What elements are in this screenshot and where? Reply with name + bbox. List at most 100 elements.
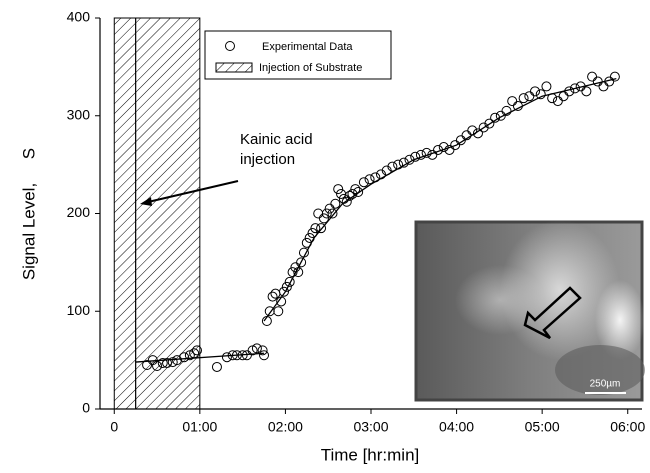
plot-area: 0 100 200 300 400 0 01:00 02:00 03:00 04:00 05:00 0… bbox=[67, 9, 646, 435]
data-point bbox=[267, 291, 278, 302]
data-point bbox=[438, 142, 449, 153]
data-point bbox=[404, 154, 415, 165]
data-point bbox=[264, 306, 275, 317]
y-tick-label: 300 bbox=[67, 106, 91, 122]
data-point bbox=[179, 352, 190, 363]
data-point bbox=[450, 140, 461, 151]
inset-image: 250µm bbox=[414, 220, 645, 402]
data-point bbox=[259, 350, 270, 361]
data-point bbox=[241, 350, 252, 361]
shaded-region bbox=[113, 17, 137, 410]
data-point bbox=[310, 223, 321, 234]
data-point bbox=[398, 157, 409, 168]
y-tick-label: 400 bbox=[67, 9, 91, 25]
data-point bbox=[318, 213, 329, 224]
data-point bbox=[172, 355, 183, 366]
data-point bbox=[327, 208, 338, 219]
data-point bbox=[347, 188, 358, 199]
x-axis-label: Time [hr:min] bbox=[321, 445, 420, 464]
data-point bbox=[507, 96, 518, 107]
data-point bbox=[338, 193, 349, 204]
data-point bbox=[427, 149, 438, 160]
data-point bbox=[290, 262, 301, 273]
x-tick-label: 06:00 bbox=[610, 419, 645, 435]
data-point bbox=[191, 345, 202, 356]
legend: Experimental Data Injection of Substrate bbox=[204, 30, 392, 80]
data-point bbox=[444, 144, 455, 155]
data-point bbox=[221, 352, 232, 363]
data-point bbox=[472, 128, 483, 139]
data-point bbox=[370, 172, 381, 183]
data-point bbox=[278, 286, 289, 297]
data-point bbox=[257, 345, 268, 356]
data-point bbox=[281, 281, 292, 292]
data-point bbox=[547, 93, 558, 104]
data-point bbox=[358, 177, 369, 188]
y-tick-label: 0 bbox=[82, 400, 90, 416]
data-point bbox=[162, 358, 173, 369]
data-point bbox=[284, 276, 295, 287]
data-point bbox=[387, 161, 398, 172]
data-point bbox=[501, 105, 512, 116]
data-point bbox=[231, 350, 242, 361]
data-point bbox=[558, 91, 569, 102]
data-point bbox=[296, 257, 307, 268]
data-point bbox=[484, 118, 495, 129]
data-point bbox=[530, 86, 541, 97]
inset-scale-label: 250µm bbox=[590, 379, 621, 390]
data-point bbox=[490, 112, 501, 123]
data-point bbox=[524, 91, 535, 102]
x-tick-label: 01:00 bbox=[182, 419, 217, 435]
data-point bbox=[598, 81, 609, 92]
data-point bbox=[592, 76, 603, 87]
y-tick-label: 100 bbox=[67, 302, 91, 318]
data-point bbox=[461, 130, 472, 141]
data-point bbox=[293, 267, 304, 278]
data-point bbox=[287, 267, 298, 278]
legend-marker bbox=[225, 41, 235, 51]
data-point bbox=[307, 228, 318, 239]
data-point bbox=[609, 71, 620, 82]
y-axis-label: Signal Level, S bbox=[19, 148, 38, 280]
data-point bbox=[316, 223, 327, 234]
data-point bbox=[518, 93, 529, 104]
data-point bbox=[273, 306, 284, 317]
data-point bbox=[227, 350, 238, 361]
data-point bbox=[364, 174, 375, 185]
data-point bbox=[415, 149, 426, 160]
data-point bbox=[410, 151, 421, 162]
data-point bbox=[587, 71, 598, 82]
shaded-region bbox=[135, 17, 201, 410]
annotation-text: injection bbox=[240, 151, 295, 168]
data-point bbox=[313, 208, 324, 219]
data-point bbox=[237, 350, 248, 361]
data-point bbox=[330, 198, 341, 209]
data-point bbox=[321, 208, 332, 219]
data-point bbox=[512, 100, 523, 111]
data-point bbox=[541, 81, 552, 92]
data-point bbox=[604, 76, 615, 87]
x-tick-label: 04:00 bbox=[439, 419, 474, 435]
data-point bbox=[350, 184, 361, 195]
data-point bbox=[467, 125, 478, 136]
legend-swatch bbox=[215, 62, 253, 73]
x-tick-label: 05:00 bbox=[525, 419, 560, 435]
data-point bbox=[304, 232, 315, 243]
data-point bbox=[421, 147, 432, 158]
annotation-text: Kainic acid bbox=[240, 131, 313, 148]
data-point bbox=[433, 144, 444, 155]
data-point bbox=[344, 190, 355, 201]
data-point bbox=[189, 348, 200, 359]
data-point bbox=[393, 159, 404, 170]
data-point bbox=[564, 86, 575, 97]
data-point bbox=[276, 296, 287, 307]
data-point bbox=[152, 360, 163, 371]
data-point bbox=[142, 360, 153, 371]
annotation: Kainic acid injection bbox=[140, 131, 313, 206]
data-point bbox=[455, 135, 466, 146]
x-tick-label: 03:00 bbox=[353, 419, 388, 435]
data-point bbox=[261, 316, 272, 327]
x-tick-label: 02:00 bbox=[268, 419, 303, 435]
